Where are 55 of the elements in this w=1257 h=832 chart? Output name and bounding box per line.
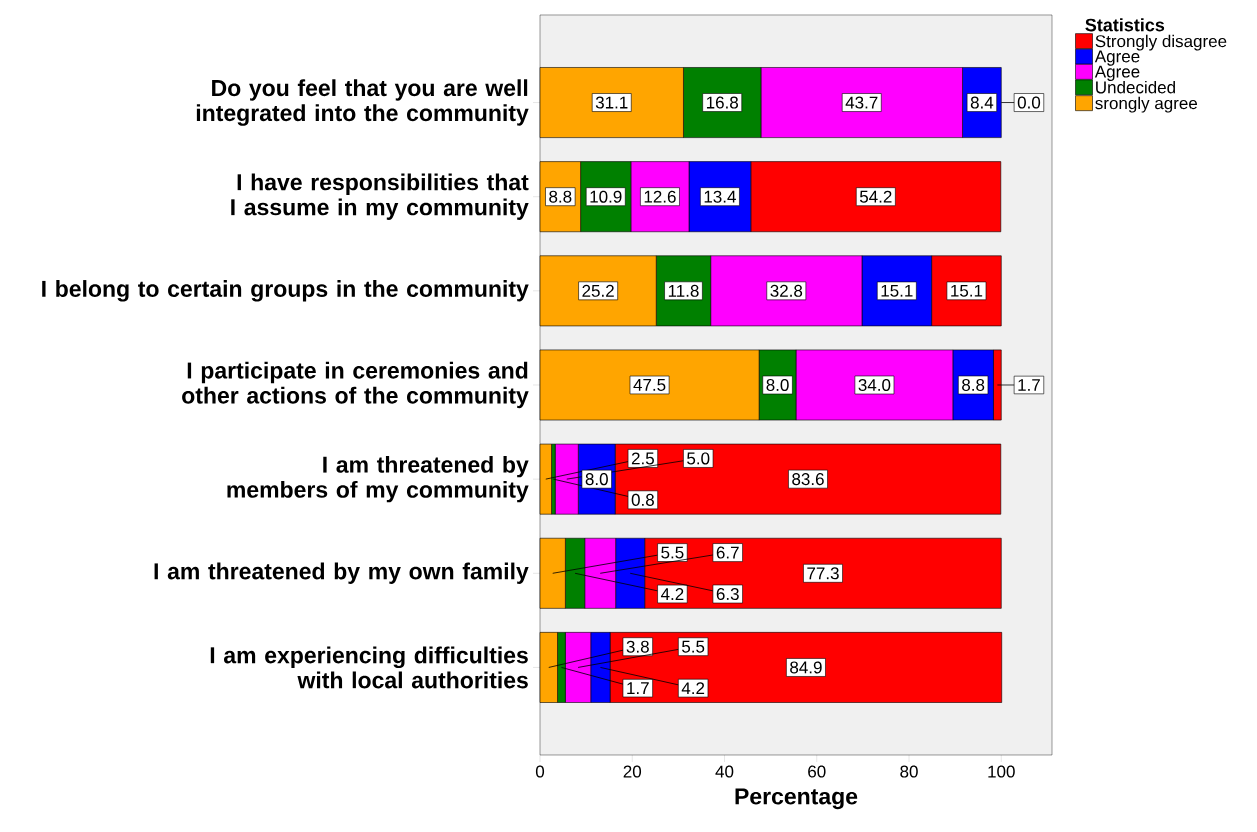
data-label: 5.0 [687, 452, 710, 465]
x-tick-label: 40 [715, 765, 734, 778]
x-tick-label: 20 [623, 765, 642, 778]
data-label: 2.5 [631, 452, 654, 465]
legend-label: Strongly disagree [1095, 34, 1227, 51]
legend-label: Agree [1094, 50, 1140, 66]
data-label: 6.3 [716, 587, 739, 601]
data-label: 77.3 [807, 567, 839, 580]
data-label: 16.8 [706, 96, 739, 109]
data-label: 43.7 [845, 96, 878, 109]
y-tick-label: I participate in ceremonies and other actions of the community [182, 361, 529, 409]
data-label: 31.1 [595, 96, 628, 109]
data-label: 1.7 [627, 682, 649, 694]
y-tick-label: I am experiencing difficulties with local authorities [210, 646, 528, 689]
data-label: 84.9 [790, 661, 822, 674]
data-label: 12.6 [644, 190, 676, 203]
data-label: 25.2 [582, 284, 614, 297]
data-label: 15.1 [951, 284, 983, 297]
data-label: 13.4 [704, 190, 736, 203]
x-axis-title: Percentage [735, 788, 858, 810]
data-label: 8.4 [970, 96, 994, 109]
y-tick-label: Do you feel that you are well integrated into the community [196, 79, 529, 126]
x-tick-label: 80 [900, 765, 918, 778]
data-label: 83.6 [792, 473, 824, 486]
data-label: 0.8 [631, 493, 654, 506]
data-label: 11.8 [668, 284, 699, 297]
y-tick-label: I am threatened by my own family [154, 562, 529, 585]
data-label: 10.9 [590, 190, 622, 203]
data-label: 6.7 [716, 546, 739, 559]
x-tick-label: 0 [535, 765, 545, 778]
y-tick-label: I am threatened by members of my community [227, 455, 529, 503]
data-label: 8.0 [585, 473, 608, 486]
y-tick-label: I belong to certain groups in the community [42, 280, 529, 302]
data-label: 4.2 [660, 588, 684, 600]
data-label: 32.8 [770, 284, 803, 297]
legend-label: Agree [1094, 65, 1140, 81]
data-label: 8.8 [962, 378, 985, 392]
legend-title: Statistics [1085, 18, 1165, 32]
data-label: 47.5 [633, 379, 666, 391]
legend-label: Undecided [1096, 80, 1175, 94]
data-label: 0.0 [1017, 96, 1041, 109]
data-label: 8.8 [549, 190, 572, 203]
data-label: 5.5 [661, 546, 684, 559]
y-tick-label: I have responsibilities that I assume in my community [231, 173, 529, 220]
legend-label: srongly agree [1095, 96, 1198, 113]
data-label: 1.7 [1018, 379, 1040, 391]
data-label: 3.8 [626, 640, 649, 653]
data-label: 54.2 [859, 190, 892, 203]
data-label: 8.0 [766, 378, 789, 392]
data-label: 34.0 [858, 378, 891, 392]
x-tick-label: 100 [988, 765, 1015, 778]
x-tick-label: 60 [808, 765, 826, 778]
data-label: 15.1 [881, 284, 913, 297]
data-label: 4.2 [681, 682, 705, 695]
data-label: 5.5 [682, 640, 705, 653]
